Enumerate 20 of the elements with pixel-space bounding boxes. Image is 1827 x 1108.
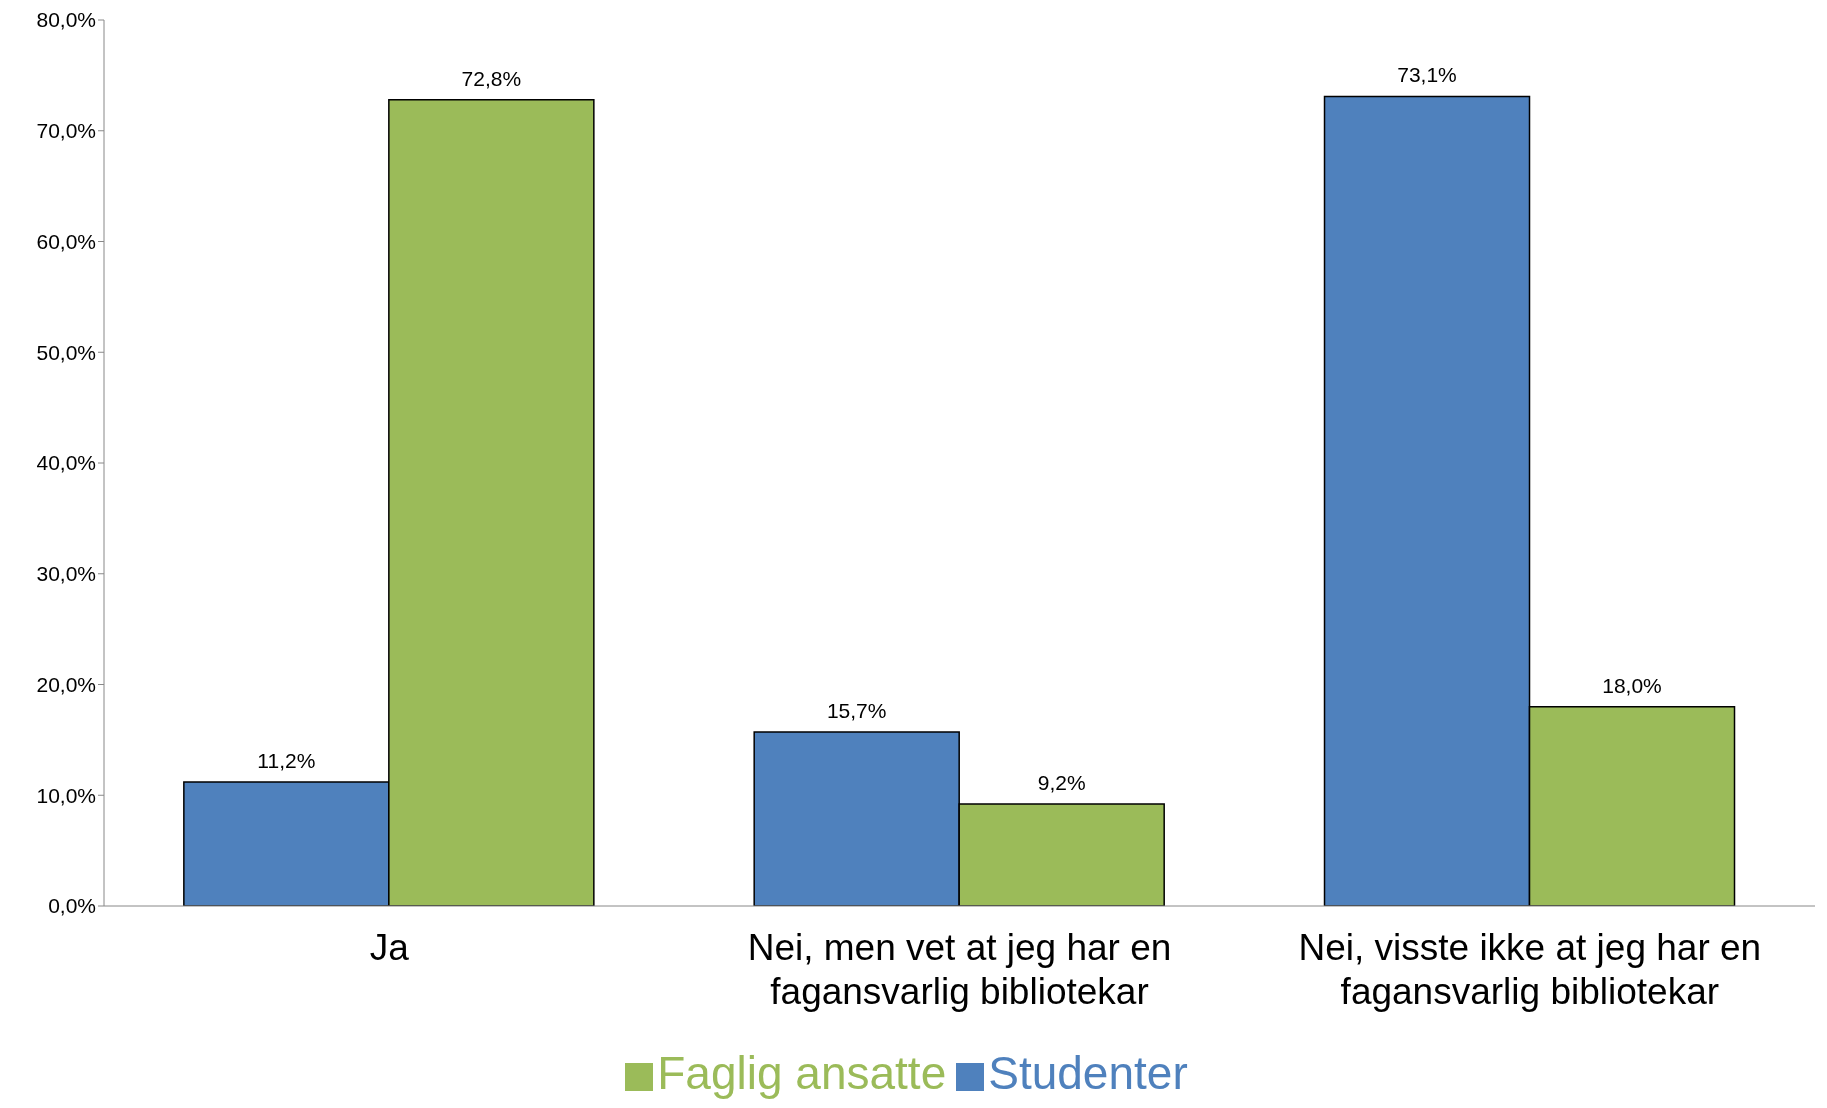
y-tick-label: 50,0%: [36, 340, 96, 364]
legend-label: Faglig ansatte: [657, 1047, 947, 1099]
data-label: 15,7%: [826, 699, 887, 723]
x-tick-label: Nei, men vet at jeg har en fagansvarlig bibliotekar: [747, 927, 1172, 1012]
y-tick-label: 10,0%: [36, 783, 96, 807]
y-tick-label: 40,0%: [36, 451, 96, 475]
data-label: 11,2%: [257, 748, 316, 772]
y-tick-label: 60,0%: [36, 229, 96, 253]
x-tick-label: Nei, visste ikke at jeg har en fagansvarlig bibliotekar: [1298, 927, 1762, 1012]
data-label: 18,0%: [1602, 673, 1662, 697]
y-tick-label: 0,0%: [48, 894, 96, 918]
y-tick-label: 30,0%: [36, 562, 96, 586]
legend-label: Studenter: [988, 1047, 1188, 1099]
y-tick-label: 80,0%: [36, 8, 96, 32]
y-tick-label: 20,0%: [36, 672, 96, 696]
x-tick-label: Ja: [369, 927, 410, 968]
y-tick-label: 70,0%: [36, 119, 96, 143]
data-label: 9,2%: [1037, 771, 1086, 795]
data-label: 73,1%: [1397, 63, 1457, 87]
data-label: 72,8%: [461, 66, 522, 90]
